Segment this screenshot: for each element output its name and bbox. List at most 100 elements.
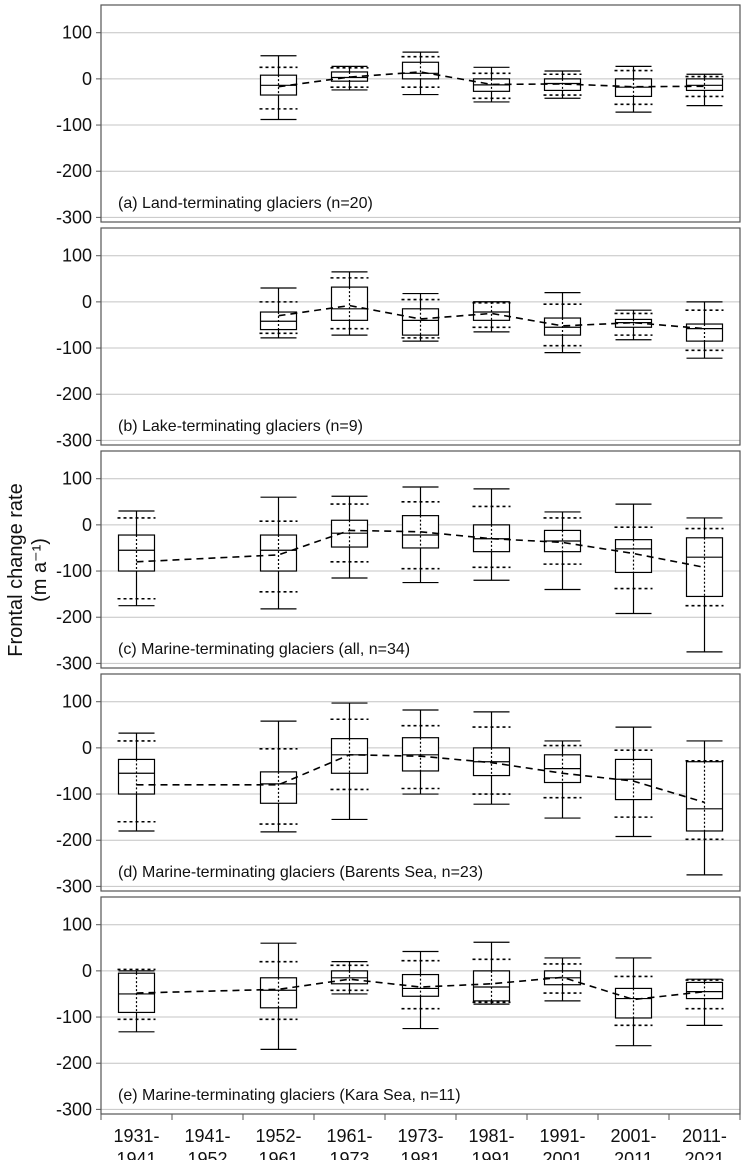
x-tick-label-line1: 2011- [682,1126,727,1146]
panel-frame [100,227,741,446]
box-19731981 [401,950,440,1030]
y-tick-label: 0 [82,292,92,312]
y-tick-label: -300 [56,207,92,227]
y-tick-label: 100 [62,692,92,712]
y-tick-label: 100 [62,23,92,43]
y-tick-label: -200 [56,161,92,181]
x-tick-label-line2: 1973 [329,1149,369,1160]
box-20012011 [614,65,653,113]
box-19611973 [330,702,369,821]
y-tick-label: -100 [56,1007,92,1027]
y-tick-label: 0 [82,961,92,981]
box-19311941 [117,732,156,832]
panel: 100 0 -100 -200 -300 (a) Land-terminating gla… [56,4,741,227]
box-19811991 [472,941,511,1005]
box-20112021 [685,740,724,876]
box-19811991 [472,66,511,103]
x-tick-label-line2: 1991 [471,1149,511,1160]
box-20112021 [685,73,724,107]
y-tick-label: -200 [56,607,92,627]
box-19731981 [401,709,440,795]
panel: 100 0 -100 -200 -300 (e) Marine-terminating g… [56,896,741,1119]
panel-caption: (b) Lake-terminating glaciers (n=9) [118,418,363,435]
box-19611973 [330,495,369,579]
y-tick-label: -300 [56,653,92,673]
x-tick-label-line2: 1961 [258,1149,298,1160]
y-tick-label: 100 [62,915,92,935]
y-tick-label: -300 [56,876,92,896]
panel-frame [100,4,741,223]
panel: 100 0 -100 -200 -300 (b) Lake-terminating gla… [56,227,741,450]
box-20012011 [614,957,653,1047]
x-tick-label-line1: 1981- [468,1126,514,1146]
box-19811991 [472,711,511,805]
y-tick-label: -200 [56,830,92,850]
box-20012011 [614,503,653,615]
y-tick-label: 0 [82,738,92,758]
iqr-box [259,534,298,572]
x-axis: 1931- 1941 1941- 1952 1952- 1961 1961- 1973 1973… [100,1114,741,1160]
box-19521961 [259,496,298,610]
panels: 100 0 -100 -200 -300 (a) Land-terminating gla… [56,4,741,1119]
y-tick-label: -200 [56,1053,92,1073]
y-axis-title: Frontal change rate (m a⁻¹) [5,483,51,656]
box-19521961 [259,55,298,121]
panel-background [101,5,740,222]
box-19611973 [330,271,369,336]
box-19611973 [330,65,369,91]
box-19912001 [543,292,582,354]
panel-caption: (c) Marine-terminating glaciers (all, n=… [118,641,410,658]
panel: 100 0 -100 -200 -300 (d) Marine-terminating g… [56,673,741,896]
box-19521961 [259,942,298,1050]
y-axis-title-unit: (m a⁻¹) [29,538,51,602]
iqr-box [401,973,440,997]
box-19912001 [543,70,582,99]
panel-caption: (a) Land-terminating glaciers (n=20) [118,195,373,212]
box-19521961 [259,720,298,833]
y-tick-label: 0 [82,69,92,89]
panel: 100 0 -100 -200 -300 (c) Marine-terminating g… [56,450,741,673]
box-19311941 [117,510,156,607]
x-tick-label-line1: 1973- [397,1126,443,1146]
box-19912001 [543,740,582,819]
x-tick-label-line1: 1941- [184,1126,230,1146]
x-tick-label-line1: 1991- [539,1126,585,1146]
x-tick-label-line1: 1931- [113,1126,159,1146]
box-19912001 [543,957,582,1002]
y-axis-title-main: Frontal change rate [5,483,27,656]
panel-frame [100,673,741,892]
box-19731981 [401,292,440,342]
mean-trend-line [136,753,705,804]
x-tick-label-line1: 1961- [326,1126,372,1146]
y-tick-label: -100 [56,338,92,358]
x-tick-label-line2: 2011 [614,1149,653,1160]
box-20112021 [685,978,724,1026]
x-tick-label-line2: 2001 [542,1149,582,1160]
y-tick-label: 0 [82,515,92,535]
panel-caption: (e) Marine-terminating glaciers (Kara Se… [118,1087,461,1104]
y-tick-label: 100 [62,246,92,266]
y-tick-label: -100 [56,784,92,804]
panel-caption: (d) Marine-terminating glaciers (Barents… [118,864,483,881]
x-tick-label-line2: 1952 [187,1149,227,1160]
x-tick-label-line2: 2021 [684,1149,724,1160]
box-19811991 [472,301,511,333]
y-tick-label: -300 [56,1099,92,1119]
box-19811991 [472,488,511,581]
y-tick-label: -100 [56,115,92,135]
x-tick-label-line1: 2001- [610,1126,656,1146]
box-20112021 [685,517,724,653]
panel-frame [100,450,741,669]
panel-frame [100,896,741,1115]
box-19731981 [401,51,440,96]
y-tick-label: -100 [56,561,92,581]
box-19912001 [543,511,582,591]
y-tick-label: -200 [56,384,92,404]
y-tick-label: 100 [62,469,92,489]
iqr-box [685,761,724,832]
box-19521961 [259,287,298,339]
x-tick-label-line1: 1952- [255,1126,301,1146]
x-tick-label-line2: 1981 [400,1149,440,1160]
y-tick-label: -300 [56,430,92,450]
